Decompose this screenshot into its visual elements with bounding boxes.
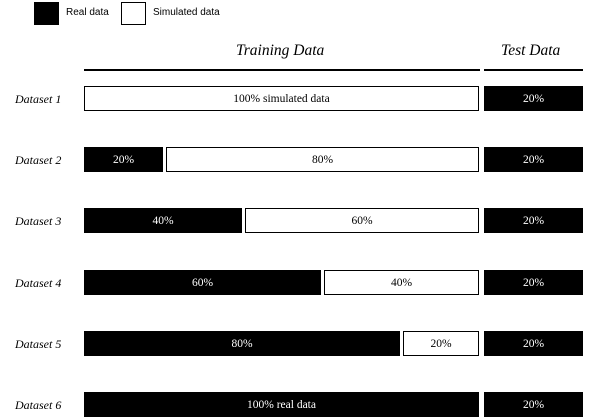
simulated-data-segment: 60% bbox=[245, 208, 479, 233]
dataset-label: Dataset 6 bbox=[15, 398, 62, 412]
real-data-segment: 60% bbox=[84, 270, 321, 295]
real-data-segment: 80% bbox=[84, 331, 400, 356]
simulated-data-segment: 20% bbox=[403, 331, 479, 356]
simulated-data-segment: 100% simulated data bbox=[84, 86, 479, 111]
dataset-label: Dataset 1 bbox=[15, 92, 62, 106]
dataset-label: Dataset 3 bbox=[15, 214, 62, 228]
legend-simulated-label: Simulated data bbox=[153, 7, 220, 18]
legend-real-label: Real data bbox=[66, 7, 109, 18]
training-header-rule bbox=[84, 69, 480, 71]
test-data-segment: 20% bbox=[484, 392, 583, 417]
dataset-label: Dataset 2 bbox=[15, 153, 62, 167]
legend-real-swatch bbox=[34, 2, 59, 25]
simulated-data-segment: 40% bbox=[324, 270, 479, 295]
test-data-segment: 20% bbox=[484, 270, 583, 295]
test-data-segment: 20% bbox=[484, 331, 583, 356]
test-data-segment: 20% bbox=[484, 208, 583, 233]
dataset-label: Dataset 5 bbox=[15, 337, 62, 351]
test-data-segment: 20% bbox=[484, 147, 583, 172]
real-data-segment: 40% bbox=[84, 208, 242, 233]
test-data-segment: 20% bbox=[484, 86, 583, 111]
training-data-header: Training Data bbox=[236, 42, 325, 59]
test-data-header: Test Data bbox=[501, 42, 561, 59]
real-data-segment: 100% real data bbox=[84, 392, 479, 417]
dataset-label: Dataset 4 bbox=[15, 276, 62, 290]
simulated-data-segment: 80% bbox=[166, 147, 479, 172]
test-header-rule bbox=[484, 69, 583, 71]
real-data-segment: 20% bbox=[84, 147, 163, 172]
legend-simulated-swatch bbox=[121, 2, 146, 25]
